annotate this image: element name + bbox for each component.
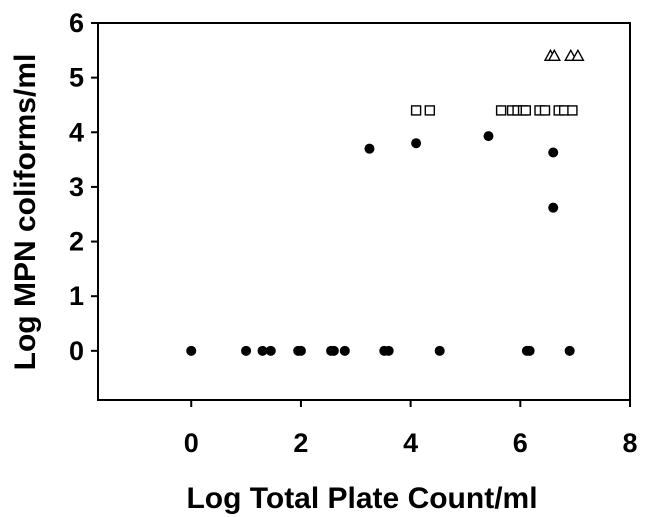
data-point-circle [295,345,306,356]
y-axis: 0 1 2 3 4 5 6 [69,8,98,366]
data-point-square [567,105,578,116]
data-point-circle [548,202,559,213]
data-point-circle [265,345,276,356]
data-point-square [410,105,422,116]
x-tick-label: 2 [293,428,308,458]
data-point-circle [564,345,575,356]
data-point-square [495,105,507,116]
x-axis: 0 2 4 6 8 [184,400,638,458]
y-tick-label: 4 [69,117,84,147]
plot-border [97,22,631,401]
data-point-circle [241,345,252,356]
x-axis-title: Log Total Plate Count/ml [186,482,537,515]
plot-frame [97,22,631,401]
data-point-circle [524,345,535,356]
x-tick-label: 8 [622,428,637,458]
data-point-triangle [547,48,561,61]
data-points [186,48,585,356]
data-point-circle [186,345,197,356]
x-tick-label: 0 [184,428,199,458]
y-tick-label: 6 [69,8,84,38]
data-point-circle [339,345,350,356]
data-point-square [520,105,531,116]
y-tick-label: 5 [69,63,84,93]
data-point-circle [411,138,422,149]
data-point-square [539,105,551,116]
data-point-circle [434,345,445,356]
data-point-square [424,105,436,116]
data-point-circle [257,345,268,356]
y-axis-title: Log MPN coliforms/ml [9,54,42,371]
data-point-circle [548,147,559,158]
data-point-circle [383,345,394,356]
x-tick-label: 4 [403,428,418,458]
y-tick-label: 3 [69,172,84,202]
data-point-triangle [571,48,585,61]
data-point-circle [483,131,494,142]
y-tick-label: 2 [69,227,84,257]
data-point-circle [364,143,375,154]
data-point-circle [328,345,339,356]
y-tick-label: 0 [69,336,84,366]
y-tick-label: 1 [69,281,84,311]
x-tick-label: 6 [513,428,528,458]
